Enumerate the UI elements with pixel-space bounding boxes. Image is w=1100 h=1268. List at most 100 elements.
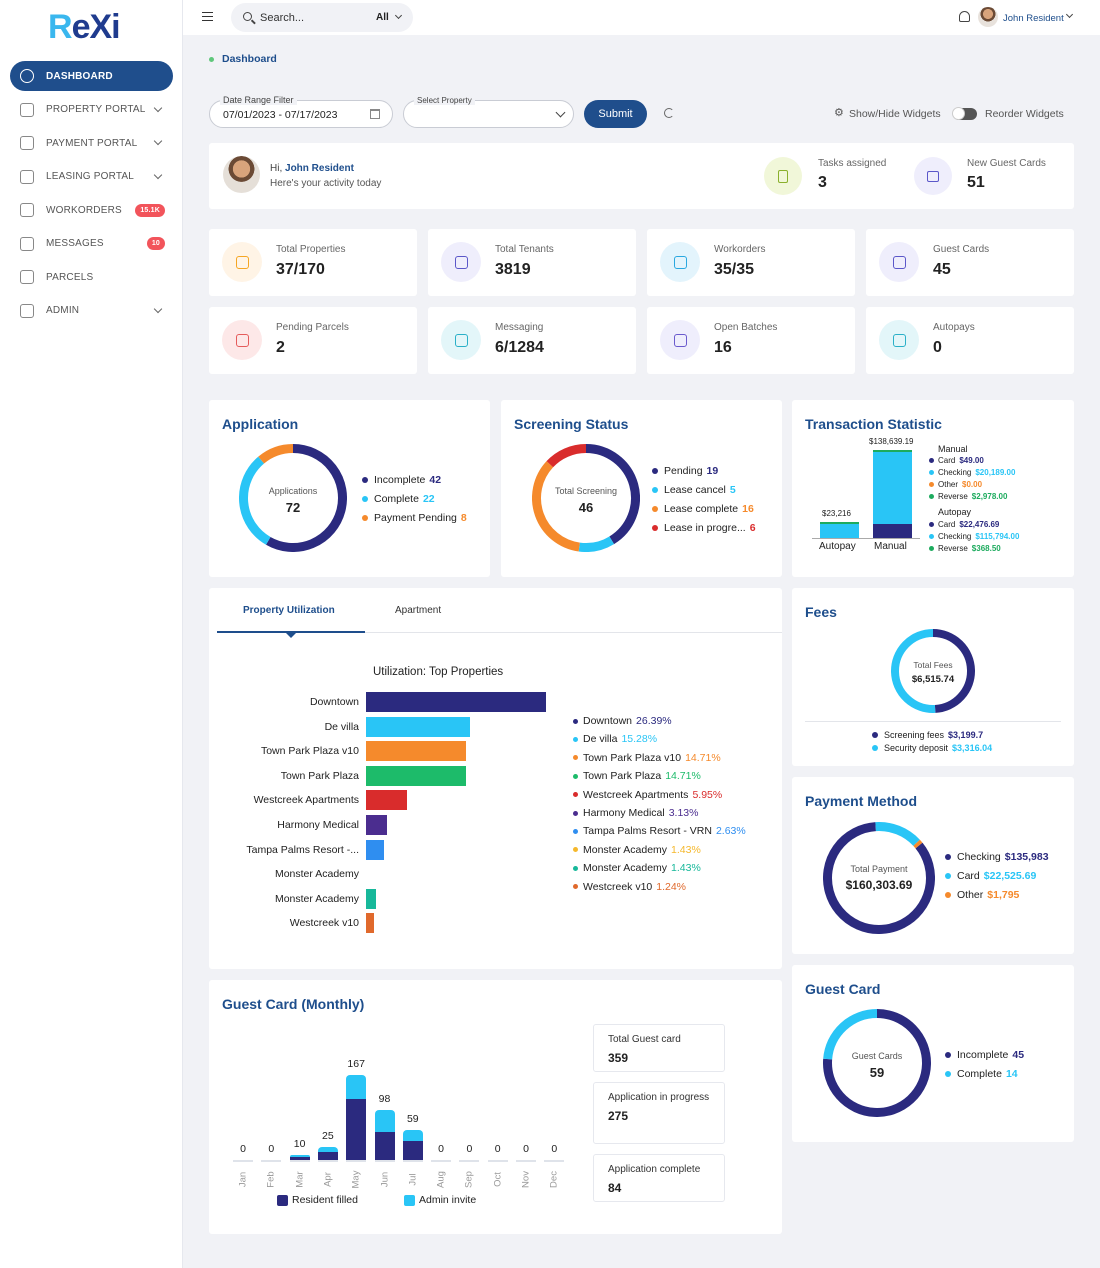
donut-segment [932,629,975,713]
transaction-legend-item: Card $22,476.69 [929,518,1019,530]
gear-icon[interactable]: ⚙ [834,107,844,119]
stat-card-total-properties[interactable]: Total Properties 37/170 [209,229,417,296]
tab-apartment[interactable]: Apartment [395,605,442,616]
bar-segment-admin [374,1110,395,1132]
screening-donut [532,444,640,552]
stat-card-guest-cards[interactable]: Guest Cards 45 [866,229,1074,296]
stat-card-autopays[interactable]: Autopays 0 [866,307,1074,374]
bar-category-label: Town Park Plaza [280,769,359,782]
reorder-toggle[interactable] [952,107,977,120]
sidebar: ReXi DASHBOARD PROPERTY PORTAL PAYMENT POR… [0,0,183,1268]
show-hide-widgets-button[interactable]: Show/Hide Widgets [849,108,941,120]
sidebar-item-workorders[interactable]: WORKORDERS 15.1K [10,195,173,225]
legend-dot [573,736,578,742]
chevron-down-icon [153,103,163,112]
legend-item: Incomplete 42 [362,470,467,489]
date-range-label: Date Range Filter [220,95,297,105]
donut-segment [891,629,936,713]
transaction-legend-item: Other $0.00 [929,478,1015,490]
bar-segment-resident [346,1098,367,1160]
application-card: Application Applications 72 Incomplete 42… [209,400,490,577]
stat-label: Total Tenants [495,244,554,255]
manual-title: Manual [938,444,968,454]
legend-item: Town Park Plaza 14.71% [573,770,701,782]
tab-property-utilization[interactable]: Property Utilization [243,605,335,616]
sidebar-item-admin[interactable]: ADMIN [10,296,173,326]
avatar [223,156,260,193]
legend-item: Complete 14 [945,1064,1024,1083]
utilization-card: Property Utilization Apartment Utilizati… [209,588,782,969]
x-tick-label: Nov [520,1171,532,1188]
transaction-card: Transaction Statistic $138,639.19 $23,21… [792,400,1074,577]
application-legend: Incomplete 42 Complete 22 Payment Pending 8 [362,470,467,527]
user-name[interactable]: John Resident [1003,13,1064,24]
stat-card-workorders[interactable]: Workorders 35/35 [647,229,855,296]
stat-value: 6/1284 [495,339,544,356]
payment-title: Payment Method [805,793,918,809]
stat-card-pending-parcels[interactable]: Pending Parcels 2 [209,307,417,374]
bar-segment-resident [289,1157,310,1160]
sidebar-item-leasing-portal[interactable]: LEASING PORTAL [10,162,173,192]
chevron-down-icon[interactable] [1065,10,1074,19]
legend-dot [929,521,934,527]
topbar: Search... All John Resident [183,0,1100,35]
fees-card: Fees Total Fees $6,515.74 Screening fees… [792,588,1074,766]
avatar[interactable] [978,7,998,27]
bar [366,790,407,811]
property-select[interactable]: Select Property [403,96,574,128]
sidebar-item-property-portal[interactable]: PROPERTY PORTAL [10,95,173,125]
manual-bar [873,450,912,538]
guestcard-card: Guest Card Guest Cards 59 Incomplete 45 Co… [792,965,1074,1142]
sidebar-item-payment-portal[interactable]: PAYMENT PORTAL [10,128,173,158]
bar-total-label: 10 [293,1137,306,1150]
legend-item: Town Park Plaza v10 14.71% [573,752,721,764]
legend-item: Tampa Palms Resort - VRN 2.63% [573,825,746,837]
date-range-filter[interactable]: Date Range Filter 07/01/2023 - 07/17/202… [209,95,393,128]
legend-dot [362,495,368,502]
property-select-label: Select Property [414,96,475,105]
legend-item: Lease complete 16 [652,499,756,518]
legend-item: Westcreek v10 1.24% [573,881,686,893]
search-scope-dropdown[interactable]: All [376,12,389,23]
stat-card-total-tenants[interactable]: Total Tenants 3819 [428,229,636,296]
legend-dot [573,865,578,871]
search-input[interactable]: Search... [260,12,305,24]
breadcrumb[interactable]: Dashboard [222,53,277,65]
breadcrumb-dot [209,57,214,62]
guestcard-donut [823,1009,931,1117]
x-tick-label: Jun [379,1171,390,1188]
legend-item: Harmony Medical 3.13% [573,807,698,819]
search-bar[interactable]: Search... All [231,3,413,32]
application-title: Application [222,416,299,432]
donut-segment [585,444,640,545]
stat-card-messaging[interactable]: Messaging 6/1284 [428,307,636,374]
x-tick-label: Mar [294,1171,306,1188]
total-guest-card-box: Total Guest card 359 [593,1024,725,1072]
legend-dot [652,505,658,512]
parcel-icon [222,320,262,360]
submit-button[interactable]: Submit [584,100,647,128]
bar-category-label: Town Park Plaza v10 [260,745,359,758]
bar-category-label: Downtown [309,696,359,708]
bell-icon[interactable] [959,11,970,22]
admin-icon [20,303,34,318]
menu-icon[interactable] [202,12,213,21]
sidebar-item-dashboard[interactable]: DASHBOARD [10,61,173,91]
stat-label: Total Properties [276,244,346,255]
sidebar-item-messages[interactable]: MESSAGES 10 [10,229,173,259]
fees-donut [891,629,975,713]
transaction-legend-item: Checking $20,189.00 [929,466,1015,478]
refresh-icon[interactable] [664,108,674,118]
bar [366,913,375,934]
x-tick-label: Apr [322,1172,334,1187]
stat-card-open-batches[interactable]: Open Batches 16 [647,307,855,374]
mail-icon [20,236,34,251]
logo[interactable]: ReXi [48,8,121,46]
sidebar-item-parcels[interactable]: PARCELS [10,262,173,292]
stat-value: 3819 [495,261,531,278]
bar-axis-label: Manual [874,541,907,552]
greeting: Hi, John Resident [270,163,354,174]
bar-total-label: 167 [347,1057,365,1070]
clipboard-icon [764,157,802,195]
gear-icon [660,242,700,282]
